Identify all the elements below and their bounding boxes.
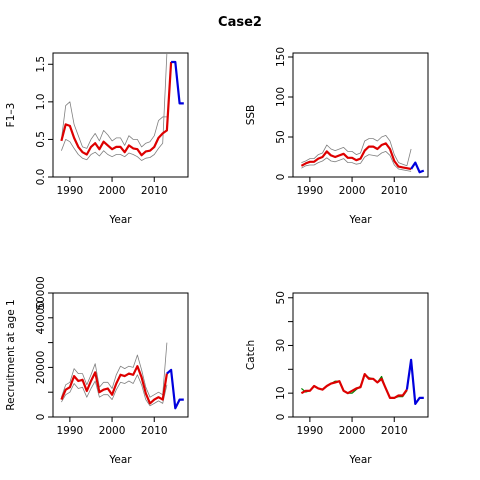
series-line-upper — [61, 101, 167, 149]
series-line-estimate — [60, 365, 168, 405]
series-group — [60, 342, 184, 410]
y-axis-label: Recruitment at age 1 — [5, 299, 17, 410]
y-tick-label: 1.5 — [35, 56, 47, 73]
series-line-lower — [301, 150, 412, 172]
series-line-estimate — [300, 142, 412, 171]
y-tick-label: 100 — [275, 87, 287, 107]
figure-title: Case2 — [218, 15, 262, 30]
series-line-upper — [61, 342, 168, 398]
series-line-upper — [301, 134, 412, 167]
y-tick-label: 0.5 — [35, 131, 47, 148]
panels: 1990 2000 2010 0.0 0.5 1.0 1.5 Year F1–3 1990 2000… — [5, 47, 429, 466]
chart-panel-2: 1990 2000 2010 0 50 100 150 Year SSB — [245, 47, 429, 226]
y-axis-label: SSB — [245, 105, 257, 126]
y-tick-label: 30 — [275, 339, 287, 352]
series-line-projection — [405, 358, 424, 405]
y-tick-label: 150 — [275, 47, 287, 67]
x-tick-label: 2000 — [99, 425, 126, 437]
x-axis-label: Year — [348, 214, 372, 226]
x-axis-label: Year — [108, 214, 132, 226]
y-axis-label: Catch — [245, 340, 257, 370]
y-axis-label: F1–3 — [5, 103, 17, 128]
x-tick-label: 2000 — [339, 185, 366, 197]
series-line-lower — [61, 374, 168, 407]
y-tick-label: 10 — [275, 386, 287, 399]
plot-frame — [52, 292, 189, 418]
x-tick-label: 1990 — [57, 185, 84, 197]
y-tick-label: 0 — [275, 174, 287, 181]
y-tick-label: 0.0 — [35, 169, 47, 186]
x-tick-label: 1990 — [57, 425, 84, 437]
x-tick-label: 2010 — [381, 185, 408, 197]
plot-frame — [52, 52, 189, 178]
series-line-observed — [301, 373, 408, 399]
x-axis-label: Year — [108, 454, 132, 466]
y-tick-label: 50 — [275, 291, 287, 304]
series-line-estimate — [300, 373, 408, 399]
series-group — [60, 53, 184, 161]
y-tick-label: 50000 — [35, 276, 47, 309]
x-tick-label: 2000 — [339, 425, 366, 437]
plot-frame — [292, 292, 429, 418]
series-line-projection — [410, 161, 425, 174]
x-tick-label: 2010 — [381, 425, 408, 437]
y-tick-label: 1.0 — [35, 93, 47, 110]
y-tick-label: 0 — [35, 414, 47, 421]
x-tick-label: 2010 — [141, 425, 168, 437]
x-tick-label: 1990 — [297, 425, 324, 437]
series-group — [300, 134, 425, 174]
chart-panel-4: 1990 2000 2010 0 10 30 50 Year Catch — [245, 291, 429, 466]
y-tick-label: 50 — [275, 130, 287, 143]
series-group — [300, 358, 424, 405]
x-tick-label: 2000 — [99, 185, 126, 197]
y-tick-label: 0 — [275, 414, 287, 421]
x-tick-label: 2010 — [141, 185, 168, 197]
series-line-projection — [166, 368, 184, 410]
series-line-estimate — [60, 61, 173, 157]
chart-panel-1: 1990 2000 2010 0.0 0.5 1.0 1.5 Year F1–3 — [5, 52, 189, 226]
series-line-projection — [171, 60, 184, 105]
x-tick-label: 1990 — [297, 185, 324, 197]
plot-frame — [292, 52, 429, 178]
y-tick-label: 40000 — [35, 301, 47, 334]
y-tick-label: 20000 — [35, 351, 47, 384]
x-axis-label: Year — [348, 454, 372, 466]
series-line-lower — [61, 53, 168, 161]
